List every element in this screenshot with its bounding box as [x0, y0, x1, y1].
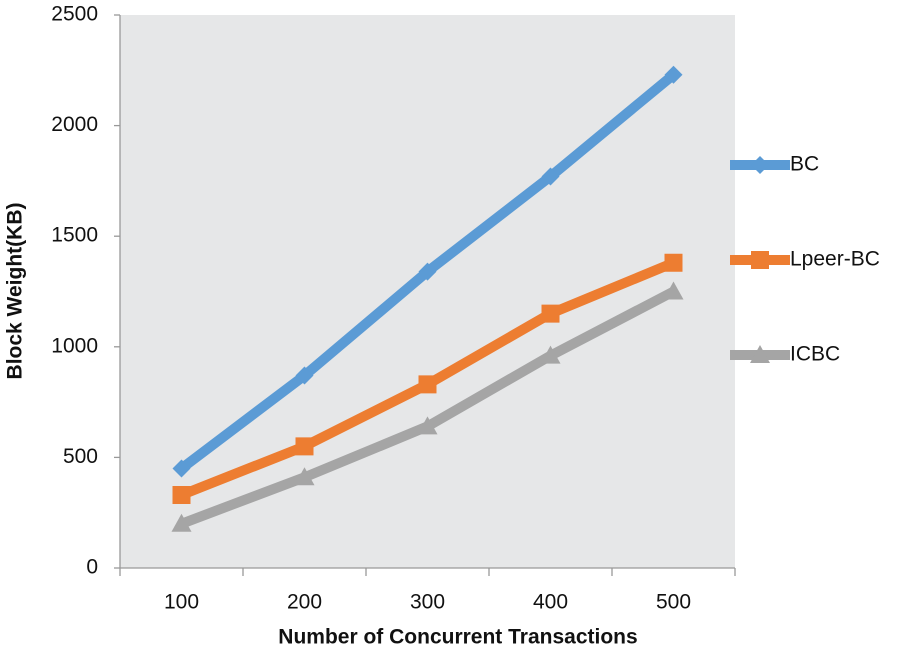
marker — [664, 65, 683, 84]
legend-label: BC — [790, 153, 819, 176]
marker — [172, 459, 191, 478]
marker — [418, 375, 437, 394]
legend-marker — [751, 156, 769, 174]
marker — [171, 513, 192, 532]
y-axis-title: Block Weight(KB) — [4, 203, 27, 380]
marker — [172, 486, 191, 505]
y-tick-label: 2500 — [51, 3, 98, 26]
x-tick-label: 400 — [533, 591, 568, 614]
marker — [663, 281, 684, 300]
x-tick-label: 200 — [287, 591, 322, 614]
x-axis-title: Number of Concurrent Transactions — [278, 626, 637, 649]
marker — [295, 437, 314, 456]
marker — [295, 366, 314, 385]
y-tick-label: 2000 — [51, 113, 98, 136]
y-tick-label: 1000 — [51, 334, 98, 357]
legend-marker — [751, 251, 769, 269]
marker — [664, 253, 683, 272]
marker — [540, 345, 561, 364]
marker — [541, 304, 560, 323]
legend-label: Lpeer-BC — [790, 248, 880, 271]
y-tick-label: 1500 — [51, 224, 98, 247]
marker — [541, 167, 560, 186]
marker — [418, 262, 437, 281]
y-tick-label: 0 — [86, 556, 98, 579]
marker — [417, 416, 438, 435]
legend-marker — [750, 345, 770, 363]
x-tick-label: 100 — [164, 591, 199, 614]
y-tick-label: 500 — [63, 445, 98, 468]
x-tick-label: 300 — [410, 591, 445, 614]
x-tick-label: 500 — [656, 591, 691, 614]
marker — [294, 467, 315, 486]
legend-label: ICBC — [790, 343, 840, 366]
